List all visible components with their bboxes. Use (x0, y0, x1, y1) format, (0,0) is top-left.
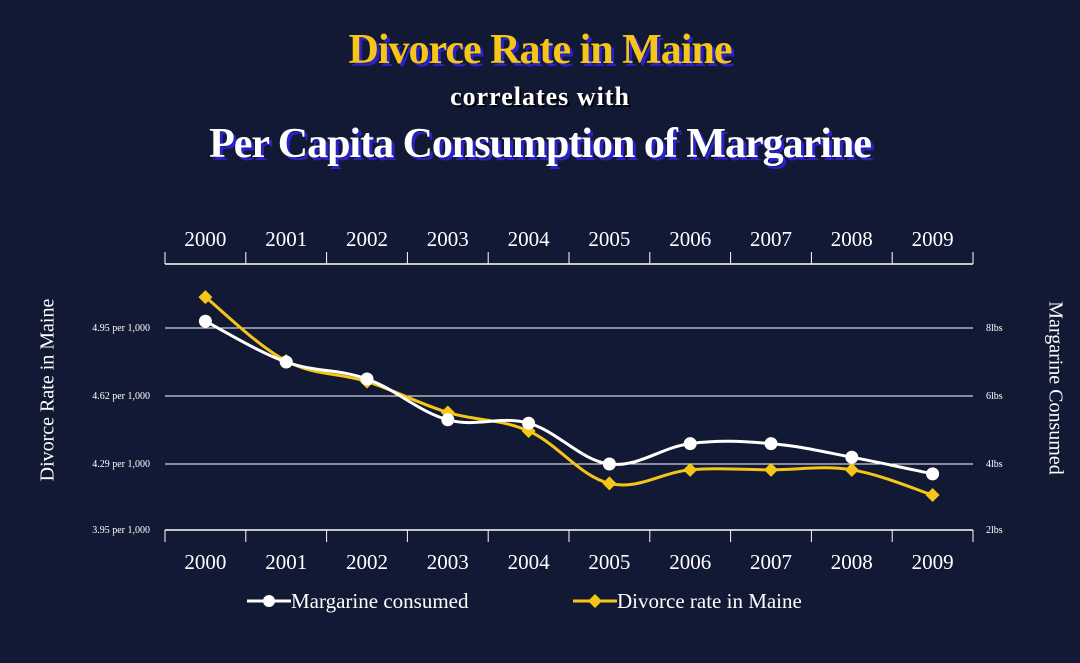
data-point-margarine (198, 314, 212, 328)
data-point-margarine (926, 467, 940, 481)
legend-item-divorce: Divorce rate in Maine (573, 588, 802, 614)
data-point-margarine (279, 355, 293, 369)
bottom-x-tick-label: 2009 (912, 550, 954, 574)
bottom-x-tick-label: 2008 (831, 550, 873, 574)
left-y-tick-label: 4.95 per 1,000 (92, 323, 150, 334)
data-point-divorce (844, 462, 859, 477)
data-point-margarine (683, 437, 697, 451)
data-point-margarine (441, 413, 455, 427)
top-x-tick-label: 2006 (669, 227, 711, 251)
left-y-tick-label: 3.95 per 1,000 (92, 525, 150, 536)
data-point-margarine (602, 457, 616, 471)
left-y-tick-label: 4.62 per 1,000 (92, 391, 150, 402)
right-y-tick-label: 4lbs (986, 459, 1003, 470)
legend-label-divorce: Divorce rate in Maine (617, 588, 802, 613)
bottom-x-tick-label: 2006 (669, 550, 711, 574)
data-point-divorce (602, 476, 617, 491)
legend-marker-divorce (573, 594, 617, 608)
chart-subtitle: Per Capita Consumption of Margarine (209, 121, 872, 167)
top-x-tick-label: 2009 (912, 227, 954, 251)
data-point-divorce (198, 290, 213, 305)
top-x-tick-label: 2004 (508, 227, 551, 251)
bottom-x-tick-label: 2003 (427, 550, 469, 574)
data-point-divorce (925, 488, 940, 503)
bottom-x-tick-label: 2007 (750, 550, 792, 574)
legend-label-margarine: Margarine consumed (291, 588, 469, 613)
right-y-tick-label: 8lbs (986, 323, 1003, 334)
data-point-divorce (683, 462, 698, 477)
data-point-divorce (764, 462, 778, 477)
data-point-margarine (845, 450, 859, 464)
left-y-tick-label: 4.29 per 1,000 (92, 459, 150, 470)
left-axis-title: Divorce Rate in Maine (36, 298, 59, 482)
top-x-tick-label: 2005 (588, 227, 630, 251)
right-y-tick-label: 2lbs (986, 525, 1003, 536)
bottom-x-tick-label: 2005 (588, 550, 630, 574)
top-x-tick-label: 2001 (265, 227, 307, 251)
bottom-x-tick-label: 2004 (508, 550, 551, 574)
bottom-x-tick-label: 2000 (184, 550, 226, 574)
chart-title-connector: correlates with (450, 82, 630, 111)
series-line-margarine (204, 319, 933, 476)
bottom-x-tick-label: 2002 (346, 550, 388, 574)
top-x-tick-label: 2008 (831, 227, 873, 251)
right-y-tick-label: 6lbs (986, 391, 1003, 402)
bottom-x-tick-label: 2001 (265, 550, 307, 574)
right-axis-title: Margarine Consumed (1044, 301, 1067, 475)
chart-title: Divorce Rate in Maine (348, 27, 733, 73)
data-point-margarine (764, 437, 778, 451)
series-line-divorce (204, 295, 934, 497)
data-point-margarine (522, 416, 536, 430)
chart-legend: Margarine consumed Divorce rate in Maine (0, 588, 1080, 614)
legend-item-margarine: Margarine consumed (247, 588, 468, 614)
top-x-tick-label: 2000 (184, 227, 226, 251)
top-x-tick-label: 2007 (750, 227, 792, 251)
top-x-tick-label: 2002 (346, 227, 388, 251)
data-point-margarine (360, 372, 374, 386)
legend-marker-margarine (247, 595, 291, 607)
top-x-tick-label: 2003 (427, 227, 469, 251)
